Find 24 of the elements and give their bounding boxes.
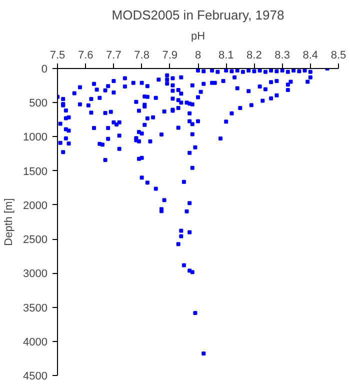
x-tick-label: 8.3 bbox=[274, 50, 290, 62]
y-tick-label: 2000 bbox=[23, 200, 48, 212]
x-tick-label: 8.1 bbox=[218, 50, 234, 62]
x-tick-label: 7.5 bbox=[50, 50, 66, 62]
x-tick-label: 8.5 bbox=[330, 50, 346, 62]
y-tick-label: 3000 bbox=[23, 268, 48, 280]
x-tick-label: 7.8 bbox=[134, 50, 150, 62]
y-tick-label: 4500 bbox=[23, 370, 48, 382]
y-tick-label: 500 bbox=[29, 98, 48, 110]
x-tick-label: 8.4 bbox=[302, 50, 318, 62]
chart-title: MODS2005 in February, 1978 bbox=[112, 8, 284, 22]
y-tick-label: 1000 bbox=[23, 132, 48, 144]
x-tick-label: 7.9 bbox=[162, 50, 178, 62]
x-tick-label: 8 bbox=[194, 50, 202, 62]
x-tick-label: 7.6 bbox=[78, 50, 94, 62]
x-tick-label: 8.2 bbox=[246, 50, 262, 62]
y-tick-label: 2500 bbox=[23, 234, 48, 246]
x-tick-label: 7.7 bbox=[106, 50, 122, 62]
x-axis-title: pH bbox=[190, 30, 206, 42]
y-axis-title: Depth [m] bbox=[3, 198, 16, 246]
y-tick-label: 0 bbox=[41, 64, 48, 76]
y-tick-label: 4000 bbox=[23, 336, 48, 348]
y-tick-label: 3500 bbox=[23, 302, 48, 314]
y-tick-label: 1500 bbox=[23, 166, 48, 178]
